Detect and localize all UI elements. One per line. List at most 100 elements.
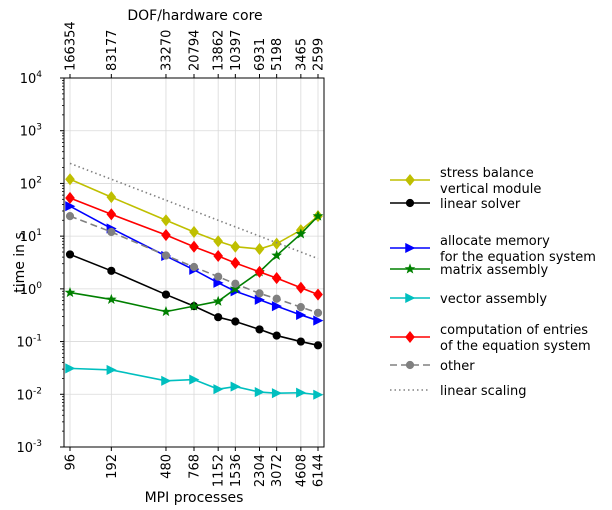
data-point (230, 256, 241, 270)
data-point (296, 337, 305, 346)
data-point (230, 283, 241, 294)
top-tick-label: 6931 (253, 38, 268, 71)
legend-label-line: for the equation system (440, 250, 596, 265)
data-point (230, 240, 241, 253)
legend-label: computation of entries of the equation sy… (440, 323, 591, 354)
data-point (65, 363, 76, 374)
y-tick-base: 10 (16, 441, 33, 456)
data-point (272, 331, 281, 340)
top-tick-label: 13862 (212, 30, 227, 71)
data-point (296, 387, 307, 398)
top-tick-label: 10397 (229, 30, 244, 71)
x-axis-label: MPI processes (145, 490, 244, 506)
top-axis-title: DOF/hardware core (127, 8, 262, 24)
y-tick-exponent: -3 (33, 439, 42, 449)
data-point (189, 374, 200, 385)
data-point (189, 262, 199, 272)
data-point (271, 388, 283, 399)
series-6 (65, 212, 323, 317)
grid-lines (64, 77, 324, 448)
y-tick-exponent: 2 (36, 175, 42, 185)
data-point (313, 389, 324, 400)
data-point (161, 228, 171, 242)
series-4 (65, 363, 324, 400)
data-point (213, 235, 224, 248)
y-tick-label: 104 (20, 70, 43, 87)
data-point (161, 290, 171, 299)
y-tick-exponent: 4 (36, 70, 42, 80)
x-tick-label: 3072 (270, 454, 285, 487)
data-point (189, 240, 199, 253)
data-point (254, 265, 265, 278)
x-tick-label: 4608 (294, 454, 309, 487)
data-point (254, 387, 265, 398)
y-tick-label: 10-1 (16, 334, 42, 351)
y-tick-label: 102 (20, 175, 42, 192)
data-point (405, 198, 415, 208)
legend-label-line: matrix assembly (440, 263, 549, 278)
data-point (106, 208, 117, 221)
data-point (214, 272, 223, 281)
data-point (404, 263, 416, 274)
data-point (405, 242, 416, 254)
legend-item-5: computation of entries of the equation sy… (390, 323, 591, 354)
series-line (69, 215, 319, 314)
data-point (405, 360, 415, 370)
data-point (107, 227, 116, 237)
data-point (255, 325, 264, 334)
data-point (255, 289, 264, 298)
x-tick-label: 192 (105, 454, 120, 479)
data-point (106, 293, 117, 304)
y-tick-base: 10 (20, 72, 37, 87)
data-point (271, 272, 282, 285)
data-point (161, 375, 172, 386)
data-point (313, 288, 323, 301)
legend-label: allocate memory for the equation system (440, 234, 596, 265)
legend-item-4: vector assembly (390, 292, 547, 307)
legend-label-line: vector assembly (440, 292, 547, 307)
series-line (69, 178, 319, 250)
top-tick-label: 3465 (294, 38, 309, 71)
y-tick-label: 103 (20, 123, 42, 140)
y-tick-label: 10-2 (16, 386, 42, 403)
data-point (295, 228, 307, 239)
y-tick-base: 10 (16, 388, 33, 403)
data-point (254, 294, 265, 305)
y-tick-base: 10 (20, 230, 37, 245)
x-tick-label: 768 (188, 454, 203, 479)
top-tick-label: 2599 (312, 38, 327, 71)
data-point (64, 286, 76, 298)
data-point (213, 384, 224, 395)
top-tick-label: 20794 (188, 30, 203, 71)
data-point (107, 266, 116, 275)
x-tick-label: 6144 (312, 454, 327, 487)
data-point (296, 303, 305, 312)
legend-item-7: linear scaling (390, 384, 527, 399)
legend-label: linear solver (440, 197, 521, 212)
y-tick-label: 10-3 (16, 439, 42, 456)
legend-label: matrix assembly (440, 263, 549, 278)
series-7 (69, 162, 319, 260)
data-point (313, 341, 323, 350)
series-line (69, 197, 319, 296)
series-line (69, 367, 319, 396)
data-point (271, 249, 282, 261)
x-tick-label: 480 (159, 454, 174, 479)
data-point (312, 210, 324, 221)
data-point (272, 294, 281, 303)
legend-label-line: of the equation system (440, 339, 591, 354)
data-point (212, 295, 224, 306)
series-1 (65, 250, 323, 350)
y-tick-exponent: 0 (36, 281, 42, 291)
data-point (65, 201, 76, 212)
x-tick-label: 96 (64, 454, 79, 471)
data-point (106, 364, 117, 375)
y-tick-exponent: 1 (36, 228, 42, 238)
data-point (271, 301, 283, 312)
y-tick-base: 10 (16, 336, 33, 351)
y-tick-base: 10 (20, 283, 37, 298)
legend-item-6: other (390, 359, 475, 374)
data-point (106, 191, 117, 204)
data-point (405, 330, 415, 344)
